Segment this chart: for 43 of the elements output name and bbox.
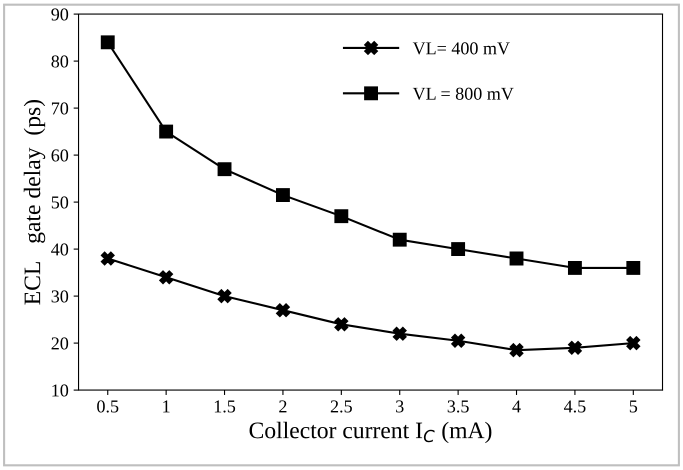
x-tick-label: 4 — [512, 400, 521, 412]
point — [626, 336, 640, 350]
point — [510, 252, 524, 266]
point — [451, 334, 466, 348]
point — [451, 242, 466, 256]
point — [568, 340, 582, 355]
point — [218, 289, 232, 304]
point — [392, 232, 407, 247]
x-tick-label: 3.5 — [448, 400, 469, 413]
point — [568, 260, 582, 275]
point — [510, 343, 524, 358]
point — [392, 326, 407, 341]
y-tick-label: 80 — [51, 55, 68, 68]
legend-label: VL = 800 mV — [412, 88, 514, 100]
point — [334, 209, 348, 224]
point — [218, 162, 232, 176]
point — [276, 188, 290, 202]
x-tick-label: 0.5 — [97, 400, 118, 413]
point — [100, 252, 115, 266]
point — [626, 260, 640, 275]
x-tick-label: 4.5 — [564, 400, 586, 413]
x-tick-label: 2 — [279, 400, 286, 412]
point — [276, 303, 290, 318]
y-tick-label: 90 — [51, 8, 68, 21]
y-tick-label: 30 — [52, 290, 68, 303]
legend-label: VL= 400 mV — [412, 42, 510, 55]
point — [334, 317, 348, 332]
y-tick-label: 40 — [51, 243, 68, 256]
y-tick-label: 20 — [52, 337, 68, 350]
y-tick-label: 50 — [52, 196, 68, 209]
point — [100, 35, 115, 50]
x-tick-label: 3 — [396, 400, 404, 413]
y-tick-label: 70 — [52, 102, 68, 115]
x-tick-label: 5 — [630, 400, 638, 413]
x-axis-title: Collector current I$_{C}$ (mA) — [250, 422, 492, 444]
x-tick-label: 1.5 — [214, 400, 236, 413]
y-tick-label: 60 — [52, 149, 68, 162]
y-axis-title: ECL gate delay (ps) — [24, 100, 46, 305]
x-tick-label: 2.5 — [330, 400, 352, 413]
x-tick-label: 1 — [163, 400, 170, 412]
point — [159, 270, 174, 284]
point — [159, 124, 174, 139]
y-tick-label: 10 — [52, 384, 68, 397]
